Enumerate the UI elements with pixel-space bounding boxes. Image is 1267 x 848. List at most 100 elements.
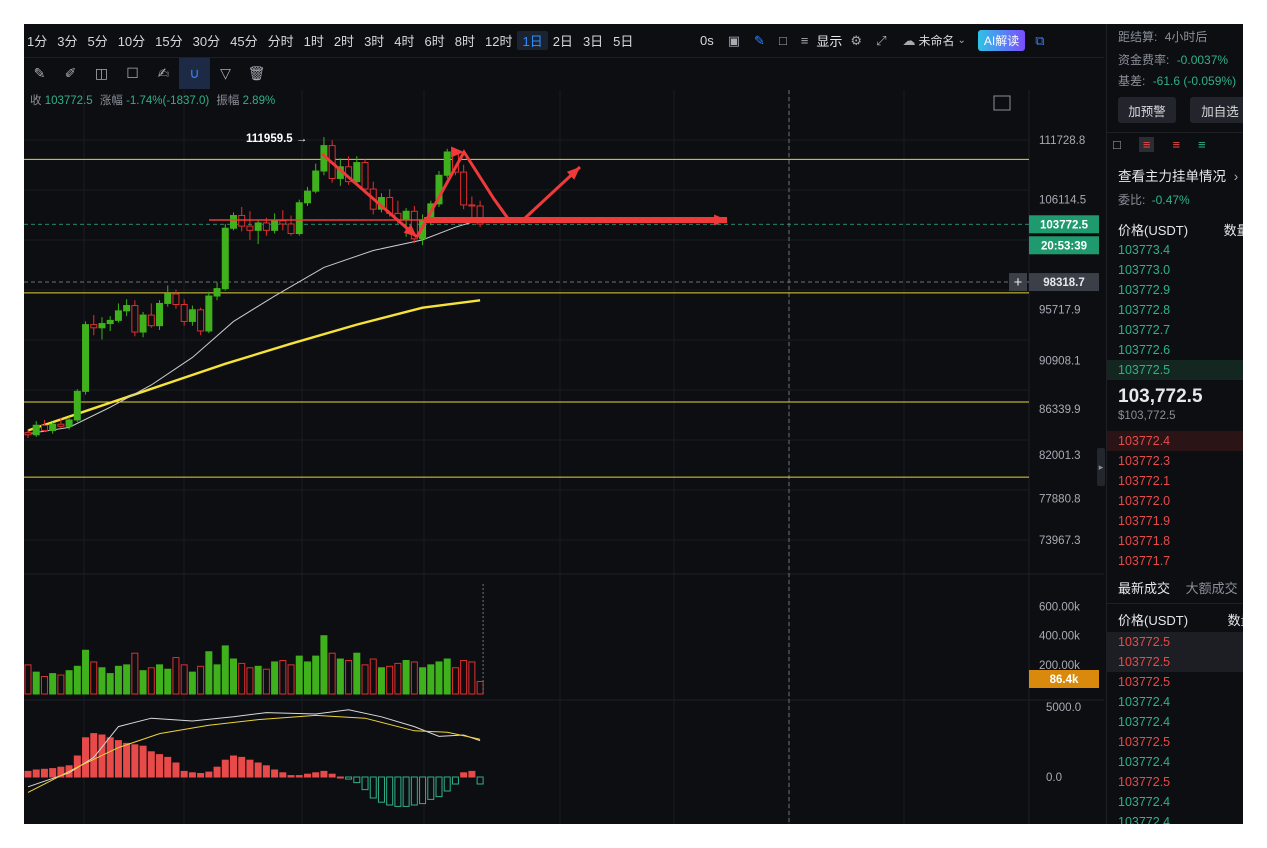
ask-row[interactable]: 103772.7 [1118, 323, 1171, 337]
bid-row[interactable]: 103771.9 [1118, 514, 1171, 528]
countdown-tag-bg [1029, 236, 1099, 255]
timeframe-11[interactable]: 4时 [394, 34, 415, 49]
trade-row: 103772.4 [1118, 695, 1171, 709]
trade-row: 103772.5 [1118, 775, 1171, 789]
candle-body [295, 202, 303, 235]
grid [24, 90, 1029, 824]
volume-bar [147, 667, 155, 695]
macd-bar [476, 776, 484, 785]
ruler-icon[interactable]: ✎ [33, 65, 46, 81]
timeframe-7[interactable]: 分时 [267, 34, 294, 49]
macd-bar [40, 768, 48, 778]
macd-bar [180, 770, 188, 778]
edit-icon[interactable]: ✍ [157, 65, 170, 81]
funding-row: 资金费率: -0.0037% [1118, 51, 1228, 68]
timeframe-9[interactable]: 2时 [333, 34, 355, 49]
orderbook-view-tabs: □ ≡ ≡ ≡ [1113, 137, 1206, 152]
book-both-icon[interactable]: □ [1113, 137, 1121, 152]
close-value: 103772.5 [44, 95, 93, 107]
camera-icon[interactable]: ▣ [727, 32, 741, 48]
settings-icon[interactable]: ⚙ [850, 32, 863, 48]
change-label: 涨幅 [99, 95, 123, 107]
volume-bar [377, 667, 385, 695]
big-trades-tab[interactable]: 大额成交 [1185, 581, 1238, 596]
ask-row[interactable]: 103772.9 [1118, 283, 1171, 297]
candles-icon[interactable]: ◫ [94, 65, 109, 81]
volume-bar [156, 664, 164, 695]
pencil-icon[interactable]: ✎ [754, 32, 765, 48]
display-menu[interactable]: 显示 [816, 34, 843, 49]
candle-body [312, 170, 320, 192]
latest-trades-tab[interactable]: 最新成交 [1118, 581, 1171, 596]
volume-bars [24, 635, 484, 695]
ask-row[interactable]: 103772.8 [1118, 303, 1171, 317]
add-watchlist-button[interactable]: 加自选 [1190, 97, 1243, 123]
price-tick-label: 86339.9 [1039, 404, 1081, 416]
bid-row[interactable]: 103772.1 [1118, 474, 1171, 488]
timeframe-2[interactable]: 5分 [87, 34, 108, 49]
timeframe-3[interactable]: 10分 [117, 34, 146, 49]
pen-icon[interactable]: ✐ [64, 65, 77, 81]
timeframe-4[interactable]: 15分 [155, 34, 183, 49]
note-icon[interactable]: ☐ [126, 65, 139, 81]
ask-row[interactable]: 103773.0 [1118, 263, 1171, 277]
timeframe-16[interactable]: 2日 [552, 34, 573, 49]
candle-body [172, 293, 180, 305]
trades-header: 价格(USDT) 数量 [1118, 610, 1243, 629]
ask-row[interactable]: 103772.5 [1107, 360, 1243, 380]
volume-bar [468, 661, 476, 695]
list-icon[interactable]: ≡ [800, 33, 809, 48]
orderbook-title[interactable]: 查看主力挂单情况 › [1118, 165, 1238, 185]
bid-row[interactable]: 103771.7 [1118, 554, 1171, 568]
timeframe-18[interactable]: 5日 [613, 34, 634, 49]
last-price-usd: $103,772.5 [1118, 410, 1176, 422]
funding-label: 资金费率: [1118, 53, 1170, 67]
layout-name[interactable]: 未命名 [918, 34, 955, 48]
timeframe-5[interactable]: 30分 [192, 34, 221, 49]
book-asks-icon[interactable]: ≡ [1172, 137, 1181, 152]
macd-bar [114, 740, 122, 778]
bid-row[interactable]: 103772.3 [1118, 454, 1171, 468]
macd-bar [427, 776, 435, 800]
trading-window: 111959.5 → 111728.8 106114.5 95717.9 90908.1… [24, 24, 1243, 824]
ratio-row: 委比: -0.47% [1118, 191, 1190, 208]
volume-bar [73, 665, 81, 695]
add-alert-button[interactable]: 加预警 [1118, 97, 1176, 123]
share-icon[interactable]: ⧉ [1035, 32, 1045, 48]
bid-row[interactable]: 103772.4 [1107, 431, 1243, 451]
chevron-down-icon[interactable]: ⌄ [957, 35, 966, 46]
crop-icon[interactable]: □ [778, 33, 787, 48]
timeframe-6[interactable]: 45分 [230, 34, 258, 49]
timeframe-14[interactable]: 12时 [485, 34, 513, 49]
ask-row[interactable]: 103772.6 [1118, 343, 1171, 357]
magnet-icon[interactable]: ∪ [179, 58, 210, 89]
settlement-label: 距结算: [1118, 30, 1158, 44]
trash-icon[interactable]: 🗑 [247, 65, 266, 81]
timeframe-13[interactable]: 8时 [454, 34, 475, 49]
seconds-toggle[interactable]: 0s [700, 33, 714, 48]
volume-tick-label: 600.00k [1039, 602, 1080, 614]
book-bids-icon[interactable]: ≡ [1198, 137, 1206, 152]
book-split-icon[interactable]: ≡ [1138, 137, 1155, 152]
fullscreen-icon[interactable]: ⤢ [876, 32, 887, 48]
panel-collapse-handle[interactable]: ▸ [1097, 448, 1105, 486]
last-price: 103,772.5 [1118, 386, 1203, 407]
current-price-tag-bg [1029, 215, 1099, 234]
timeframe-17[interactable]: 3日 [582, 34, 604, 49]
bid-row[interactable]: 103772.0 [1118, 494, 1171, 508]
timeframe-1[interactable]: 3分 [57, 34, 78, 49]
timeframe-0[interactable]: 1分 [27, 34, 48, 49]
timeframe-12[interactable]: 6时 [424, 34, 445, 49]
macd-bar [353, 776, 361, 784]
ai-analysis-button[interactable]: AI解读 [977, 30, 1026, 51]
timeframe-15[interactable]: 1日 [517, 31, 548, 50]
trend-arrow-head [566, 167, 580, 180]
bid-row[interactable]: 103771.8 [1118, 534, 1171, 548]
basis-value: -61.6 (-0.059%) [1152, 74, 1237, 88]
timeframe-8[interactable]: 1时 [303, 34, 324, 49]
macd-bar [123, 742, 131, 778]
kline-chart[interactable]: 111959.5 → 111728.8 106114.5 95717.9 90908.1… [24, 24, 1104, 824]
timeframe-10[interactable]: 3时 [364, 34, 385, 49]
ask-row[interactable]: 103773.4 [1118, 243, 1171, 257]
filter-icon[interactable]: ▽ [220, 65, 231, 81]
